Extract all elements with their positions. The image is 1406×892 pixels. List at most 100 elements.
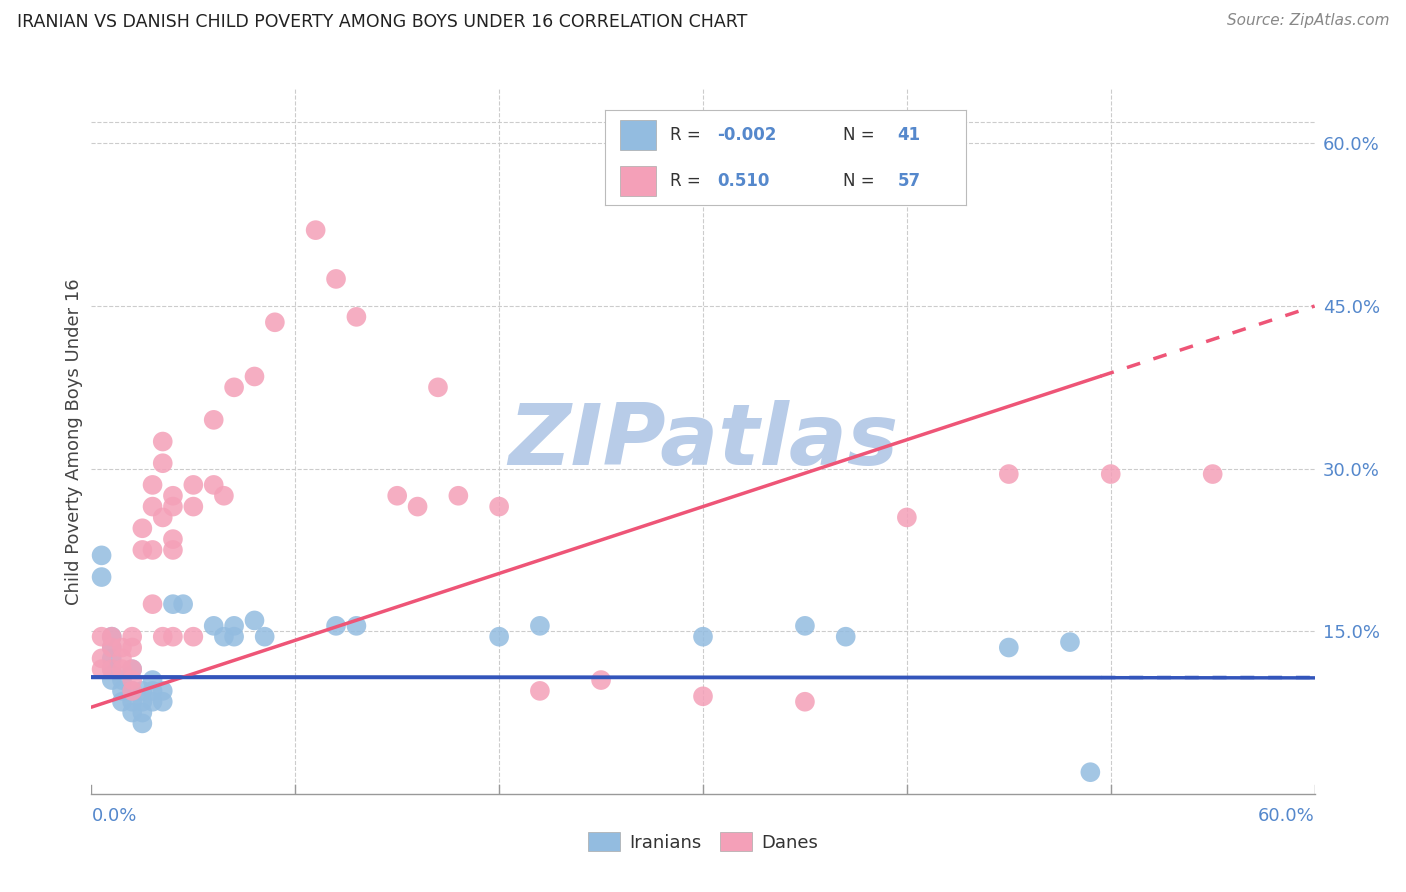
Point (90, 651, 112, 665)
Point (202, 478, 225, 492)
Point (488, 500, 510, 514)
Text: ZIPatlas: ZIPatlas (508, 400, 898, 483)
Point (121, 706, 143, 720)
Point (692, 690, 714, 704)
Point (111, 640, 134, 655)
Point (141, 543, 163, 558)
Point (141, 597, 163, 611)
Point (152, 630, 174, 644)
Point (998, 640, 1021, 655)
Point (101, 651, 124, 665)
Point (162, 543, 184, 558)
Point (111, 684, 134, 698)
Text: Source: ZipAtlas.com: Source: ZipAtlas.com (1226, 13, 1389, 29)
Point (162, 630, 184, 644)
Point (529, 619, 551, 633)
Point (304, 223, 326, 237)
Point (243, 614, 266, 628)
Point (1202, 467, 1225, 481)
Point (793, 619, 815, 633)
Point (101, 662, 124, 676)
Point (793, 695, 815, 709)
Point (131, 695, 153, 709)
Point (111, 695, 134, 709)
Point (212, 630, 235, 644)
Point (447, 489, 470, 503)
Point (90, 549, 112, 563)
Point (162, 597, 184, 611)
Text: 0.0%: 0.0% (91, 807, 136, 825)
Point (162, 500, 184, 514)
Point (90, 630, 112, 644)
Point (90, 570, 112, 584)
Legend: Iranians, Danes: Iranians, Danes (581, 825, 825, 859)
Point (212, 489, 235, 503)
Point (101, 640, 124, 655)
Point (162, 489, 184, 503)
Point (222, 619, 246, 633)
Point (101, 630, 124, 644)
Point (162, 532, 184, 546)
Point (222, 630, 246, 644)
Point (325, 272, 347, 286)
Point (111, 673, 134, 687)
Point (1080, 765, 1102, 780)
Point (121, 684, 143, 698)
Point (101, 673, 124, 687)
Point (131, 716, 153, 731)
Point (183, 500, 205, 514)
Point (121, 684, 143, 698)
Point (1099, 467, 1122, 481)
Point (692, 630, 714, 644)
Point (121, 673, 143, 687)
Point (121, 695, 143, 709)
Point (101, 640, 124, 655)
Point (172, 597, 194, 611)
Point (101, 630, 124, 644)
Point (141, 673, 163, 687)
Point (152, 510, 174, 524)
Y-axis label: Child Poverty Among Boys Under 16: Child Poverty Among Boys Under 16 (65, 278, 83, 605)
Text: 60.0%: 60.0% (1258, 807, 1315, 825)
Point (1059, 635, 1081, 649)
Point (141, 500, 163, 514)
Point (152, 695, 174, 709)
Point (488, 630, 510, 644)
Point (101, 662, 124, 676)
Point (896, 510, 918, 524)
Point (243, 369, 266, 384)
Point (152, 456, 174, 470)
Point (131, 521, 153, 535)
Point (121, 662, 143, 676)
Point (152, 684, 174, 698)
Point (90, 662, 112, 676)
Point (406, 500, 429, 514)
Text: IRANIAN VS DANISH CHILD POVERTY AMONG BOYS UNDER 16 CORRELATION CHART: IRANIAN VS DANISH CHILD POVERTY AMONG BO… (17, 13, 747, 31)
Point (253, 630, 276, 644)
Point (529, 684, 551, 698)
Point (202, 413, 225, 427)
Point (141, 695, 163, 709)
Point (835, 630, 858, 644)
Point (385, 489, 409, 503)
Point (325, 619, 347, 633)
Point (346, 310, 368, 324)
Point (152, 434, 174, 449)
Point (346, 619, 368, 633)
Point (998, 467, 1021, 481)
Point (264, 315, 287, 329)
Point (131, 543, 153, 558)
Point (111, 662, 134, 676)
Point (121, 630, 143, 644)
Point (131, 684, 153, 698)
Point (141, 478, 163, 492)
Point (183, 478, 205, 492)
Point (111, 651, 134, 665)
Point (202, 619, 225, 633)
Point (183, 630, 205, 644)
Point (591, 673, 613, 687)
Point (222, 380, 246, 394)
Point (141, 684, 163, 698)
Point (427, 380, 450, 394)
Point (121, 640, 143, 655)
